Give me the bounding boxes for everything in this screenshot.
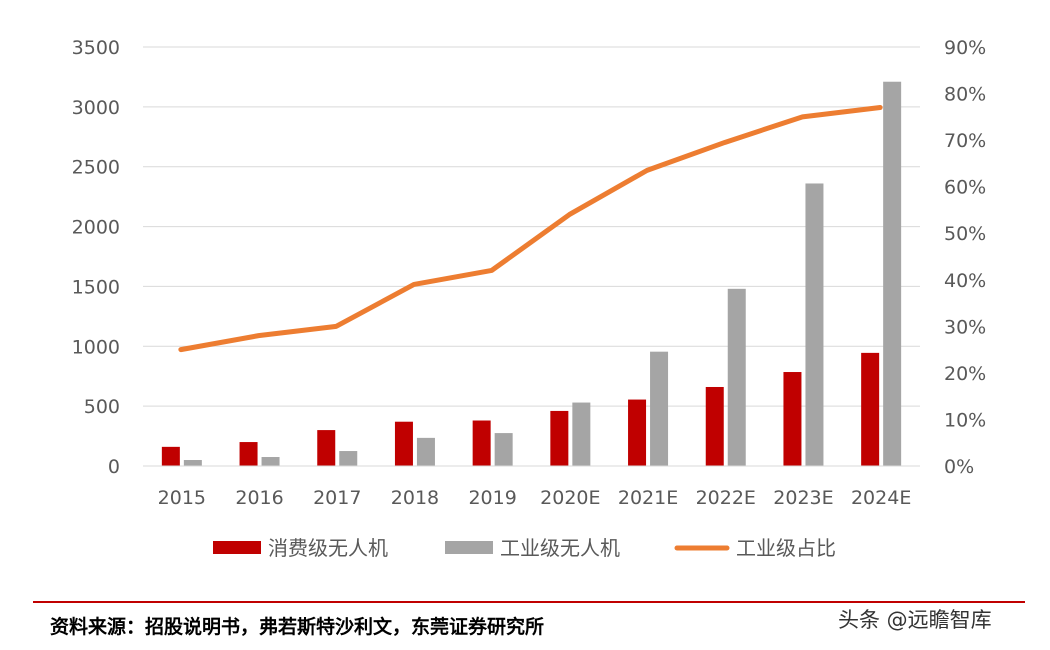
left-tick-label: 3500 — [72, 37, 120, 59]
right-axis-ticks: 0% 10% 20% 30% 40% 50% 60% 70% 80% 90% — [944, 37, 986, 478]
x-tick-label: 2024E — [851, 487, 911, 509]
x-tick-label: 2022E — [696, 487, 756, 509]
legend-label-share: 工业级占比 — [736, 536, 836, 560]
source-divider — [33, 601, 1025, 603]
bar-industrial — [416, 437, 435, 466]
bar-industrial — [727, 288, 746, 466]
chart: 0 500 1000 1500 2000 2500 3000 3500 0% 10% 20% 30%… — [72, 37, 987, 560]
left-tick-label: 2000 — [72, 217, 120, 239]
bar-consumer — [161, 446, 180, 466]
share-line-path — [178, 105, 883, 353]
bar-industrial — [650, 351, 669, 466]
right-tick-label: 0% — [944, 456, 974, 478]
x-tick-label: 2020E — [540, 487, 600, 509]
bar-consumer — [550, 410, 569, 466]
gridlines — [143, 46, 920, 407]
bar-consumer — [394, 421, 413, 466]
x-tick-label: 2023E — [773, 487, 833, 509]
right-tick-label: 60% — [944, 177, 986, 199]
share-line — [178, 105, 883, 353]
left-tick-label: 500 — [84, 396, 120, 418]
watermark: 头条 @远瞻智库 — [838, 608, 992, 632]
right-tick-label: 40% — [944, 270, 986, 292]
left-tick-label: 1000 — [72, 336, 120, 358]
bar-consumer — [783, 372, 802, 466]
legend-swatch-consumer — [213, 541, 261, 554]
x-tick-label: 2019 — [468, 487, 516, 509]
right-tick-label: 90% — [944, 37, 986, 59]
bar-consumer — [472, 420, 491, 466]
bar-industrial — [183, 460, 202, 466]
right-tick-label: 50% — [944, 223, 986, 245]
left-tick-label: 0 — [108, 456, 120, 478]
bar-industrial — [883, 81, 902, 467]
bar-consumer — [705, 386, 724, 466]
left-axis-ticks: 0 500 1000 1500 2000 2500 3000 3500 — [72, 37, 120, 478]
bar-industrial — [494, 433, 513, 466]
left-tick-label: 3000 — [72, 97, 120, 119]
right-tick-label: 10% — [944, 409, 986, 431]
bar-industrial — [339, 451, 358, 466]
x-axis-ticks: 2015 2016 2017 2018 2019 2020E 2021E 2022E 2023E… — [158, 487, 912, 509]
bar-industrial — [572, 402, 591, 466]
bar-industrial — [261, 457, 280, 466]
bar-industrial — [805, 183, 824, 466]
right-tick-label: 20% — [944, 363, 986, 385]
x-tick-label: 2017 — [313, 487, 361, 509]
bar-consumer — [628, 399, 647, 466]
source-note: 资料来源：招股说明书，弗若斯特沙利文，东莞证券研究所 — [50, 616, 545, 638]
bar-consumer — [317, 430, 336, 466]
right-tick-label: 80% — [944, 84, 986, 106]
x-tick-label: 2021E — [618, 487, 678, 509]
legend-label-consumer: 消费级无人机 — [268, 536, 388, 560]
right-tick-label: 30% — [944, 316, 986, 338]
left-tick-label: 1500 — [72, 276, 120, 298]
bars — [161, 81, 902, 467]
legend: 消费级无人机 工业级无人机 工业级占比 — [213, 536, 836, 560]
left-tick-label: 2500 — [72, 157, 120, 179]
x-tick-label: 2015 — [158, 487, 206, 509]
x-tick-label: 2016 — [235, 487, 283, 509]
bar-consumer — [861, 352, 880, 466]
legend-swatch-industrial — [445, 541, 493, 554]
bar-consumer — [239, 442, 258, 466]
legend-label-industrial: 工业级无人机 — [500, 536, 620, 560]
x-tick-label: 2018 — [391, 487, 439, 509]
right-tick-label: 70% — [944, 130, 986, 152]
